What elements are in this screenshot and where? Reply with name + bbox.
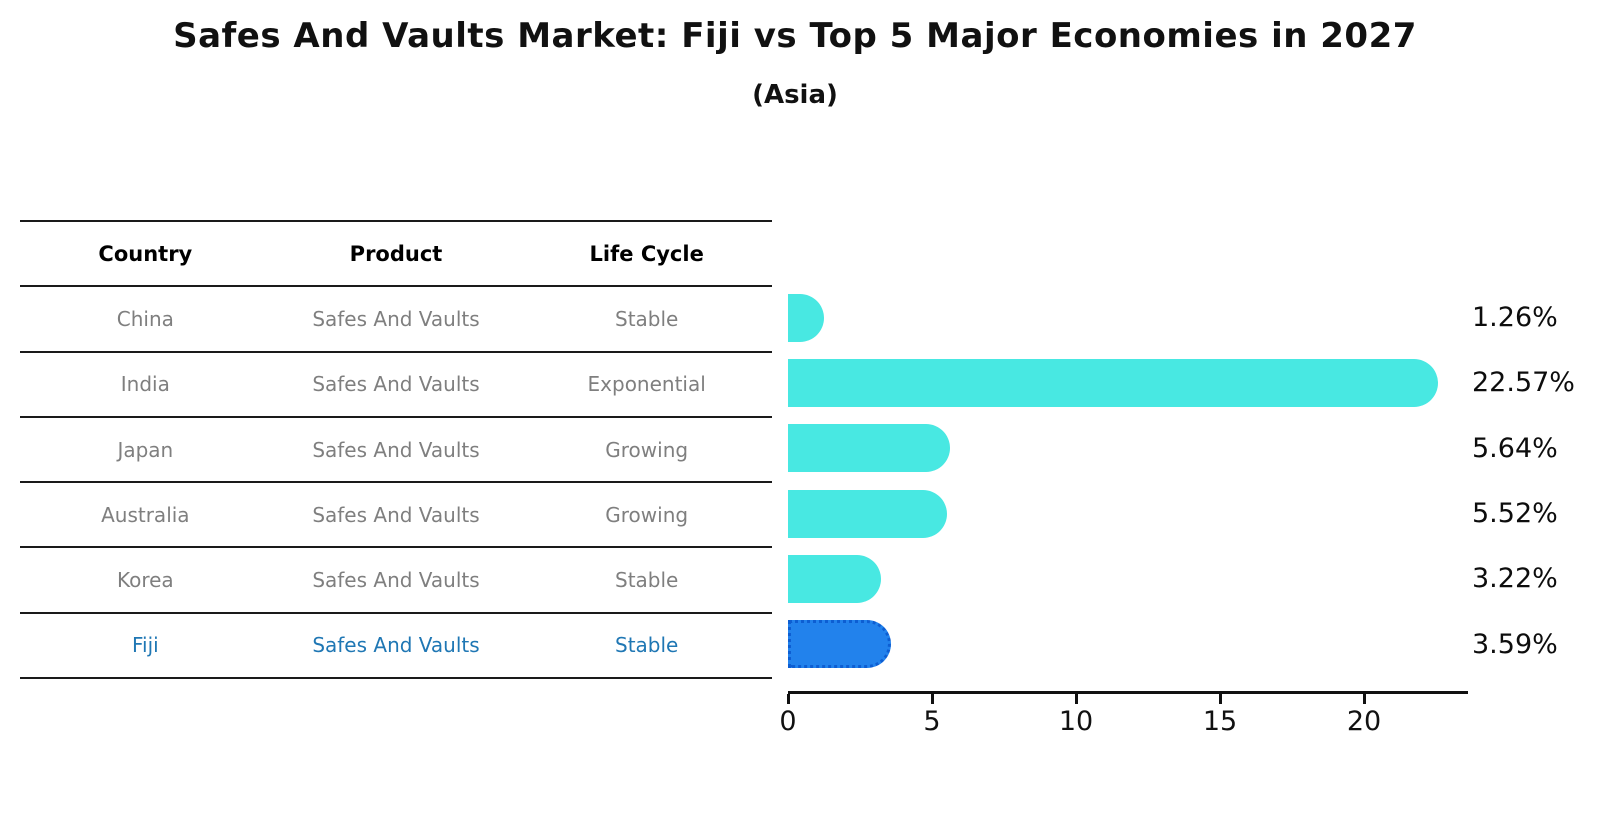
x-tick-label-10: 10 (1058, 706, 1094, 737)
table-cell-product: Safes And Vaults (312, 372, 480, 397)
x-tick-label-5: 5 (923, 706, 941, 737)
table-cell-country: India (120, 372, 170, 397)
table-row-japan: Japan Safes And Vaults Growing (20, 418, 772, 484)
bar-value-label-fiji: 3.59% (1472, 628, 1558, 660)
column-header-country: Country (98, 241, 193, 266)
bar-india (788, 358, 1439, 407)
table-cell-product: Safes And Vaults (312, 502, 480, 527)
x-tick-mark-0 (786, 694, 790, 704)
table-cell-product: Safes And Vaults (312, 568, 480, 593)
table-row-australia: Australia Safes And Vaults Growing (20, 483, 772, 549)
table-header-row: Country Product Life Cycle (20, 222, 772, 288)
chart-title: Safes And Vaults Market: Fiji vs Top 5 M… (173, 16, 1417, 56)
x-tick-mark-10 (1074, 694, 1078, 704)
info-table: Country Product Life Cycle China Safes And … (20, 220, 772, 680)
bar-value-label-japan: 5.64% (1472, 432, 1558, 464)
bar-australia (788, 489, 947, 538)
table-cell-life-cycle: Stable (615, 633, 679, 658)
table-row-india: India Safes And Vaults Exponential (20, 353, 772, 418)
table-cell-life-cycle: Stable (615, 306, 679, 331)
value-labels: 1.26% 22.57% 5.64% 5.52% 3.22% 3.59% (1472, 285, 1602, 677)
table-cell-life-cycle: Growing (605, 502, 689, 527)
bar-value-label-india: 22.57% (1472, 367, 1575, 399)
bar-fiji (788, 620, 892, 669)
column-header-product: Product (349, 241, 443, 266)
table-row-china: China Safes And Vaults Stable (20, 287, 772, 353)
bar-japan (788, 424, 951, 473)
table-row-korea: Korea Safes And Vaults Stable (20, 548, 772, 614)
table-cell-country: China (116, 306, 174, 331)
bar-korea (788, 554, 881, 603)
table-cell-life-cycle: Stable (615, 568, 679, 593)
table-cell-country: Australia (101, 502, 190, 527)
x-tick-mark-15 (1218, 694, 1222, 704)
x-tick-label-15: 15 (1202, 706, 1238, 737)
chart-subtitle: (Asia) (752, 80, 838, 110)
bar-china (788, 293, 825, 342)
bar-value-label-korea: 3.22% (1472, 563, 1558, 595)
bar-value-label-china: 1.26% (1472, 302, 1558, 334)
x-tick-mark-20 (1362, 694, 1366, 704)
x-tick-label-20: 20 (1346, 706, 1382, 737)
table-cell-life-cycle: Exponential (587, 372, 706, 397)
table-cell-country: Fiji (131, 633, 159, 658)
table-row-fiji: Fiji Safes And Vaults Stable (20, 614, 772, 680)
table-cell-life-cycle: Growing (605, 437, 689, 462)
table-cell-product: Safes And Vaults (312, 437, 480, 462)
table-cell-product: Safes And Vaults (312, 633, 480, 658)
x-tick-mark-5 (930, 694, 934, 704)
column-header-life-cycle: Life Cycle (589, 241, 704, 266)
bar-value-label-australia: 5.52% (1472, 498, 1558, 530)
x-axis-line (788, 691, 1468, 694)
table-cell-product: Safes And Vaults (312, 306, 480, 331)
bar-chart-area (788, 285, 1468, 677)
table-cell-country: Japan (117, 437, 174, 462)
x-tick-label-0: 0 (779, 706, 797, 737)
table-cell-country: Korea (116, 568, 174, 593)
